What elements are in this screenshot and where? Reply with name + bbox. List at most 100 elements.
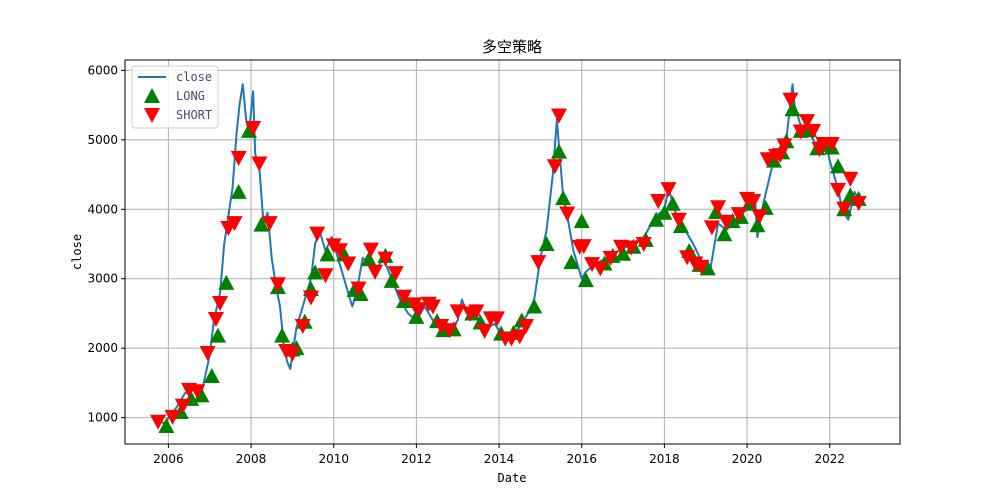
short-marker (842, 171, 859, 187)
short-marker (410, 302, 427, 318)
short-marker (751, 209, 768, 225)
short-marker (546, 159, 563, 175)
long-marker (360, 251, 377, 267)
short-marker (679, 250, 696, 266)
chart-title: 多空策略 (482, 38, 542, 56)
short-marker (174, 398, 191, 414)
x-axis-label: Date (498, 471, 527, 485)
long-marker (274, 327, 291, 343)
short-marker (693, 259, 710, 275)
y-tick-label: 5000 (87, 133, 118, 147)
short-marker (730, 207, 747, 223)
short-marker (251, 156, 268, 172)
short-marker (269, 277, 286, 293)
short-marker (745, 193, 762, 209)
y-tick-label: 2000 (87, 341, 118, 355)
y-tick-label: 3000 (87, 272, 118, 286)
long-marker (664, 195, 681, 211)
short-marker (433, 318, 450, 334)
short-marker (226, 216, 243, 232)
short-marker (799, 114, 815, 130)
short-signals (150, 92, 867, 430)
legend-long-swatch (144, 88, 160, 103)
x-tick-label: 2022 (814, 452, 845, 466)
long-marker (230, 183, 247, 199)
long-marker (352, 286, 369, 302)
long-marker (218, 274, 235, 290)
short-marker (660, 182, 677, 198)
legend-short-swatch (144, 108, 160, 123)
short-marker (823, 137, 840, 153)
long-marker (563, 254, 580, 270)
long-marker (648, 211, 665, 227)
short-marker (551, 108, 567, 124)
short-marker (207, 312, 224, 328)
short-marker (362, 242, 379, 258)
short-marker (530, 255, 547, 271)
short-marker (584, 257, 601, 273)
short-marker (710, 200, 727, 216)
short-marker (150, 414, 167, 430)
y-tick-label: 4000 (87, 202, 118, 216)
short-marker (367, 264, 384, 280)
long-marker (551, 143, 567, 159)
short-marker (303, 290, 319, 306)
long-marker (307, 264, 324, 280)
plot-area (125, 60, 900, 444)
short-marker (377, 251, 394, 267)
short-marker (776, 138, 793, 154)
long-marker (577, 272, 594, 288)
short-marker (782, 92, 799, 108)
y-axis-ticks: 1000 2000 3000 4000 5000 6000 (87, 63, 125, 425)
long-marker (319, 246, 336, 262)
x-tick-label: 2014 (484, 452, 515, 466)
short-marker (517, 318, 534, 334)
short-marker (602, 250, 619, 266)
short-marker (230, 150, 247, 166)
legend: close LONG SHORT (131, 65, 219, 129)
short-marker (635, 237, 652, 253)
long-marker (253, 216, 270, 232)
short-marker (424, 299, 441, 315)
long-marker (672, 217, 689, 233)
short-marker (449, 304, 466, 320)
long-marker (203, 367, 220, 383)
short-marker (592, 261, 609, 277)
short-marker (830, 182, 846, 198)
short-marker (792, 124, 809, 140)
short-marker (245, 121, 262, 137)
short-marker (284, 346, 301, 362)
long-marker (158, 417, 175, 433)
y-tick-label: 6000 (87, 63, 118, 77)
short-marker (350, 281, 367, 297)
short-marker (718, 214, 735, 230)
legend-short-label: SHORT (176, 108, 212, 122)
long-marker (573, 213, 590, 229)
x-tick-label: 2006 (153, 452, 184, 466)
x-tick-label: 2018 (649, 452, 680, 466)
x-tick-label: 2020 (732, 452, 763, 466)
legend-close-label: close (176, 70, 212, 84)
short-marker (340, 256, 357, 272)
long-marker (784, 101, 801, 117)
long-marker (555, 190, 572, 206)
short-marker (331, 243, 348, 259)
y-tick-label: 1000 (87, 411, 118, 425)
y-axis-label: close (70, 234, 84, 270)
short-marker (199, 346, 216, 362)
plot-frame (124, 59, 901, 445)
long-marker (526, 298, 543, 314)
x-tick-label: 2010 (318, 452, 349, 466)
short-marker (670, 212, 687, 228)
short-marker (489, 311, 505, 327)
short-marker (559, 206, 576, 222)
short-marker (850, 196, 867, 212)
short-marker (575, 239, 592, 255)
grid (125, 60, 900, 444)
long-marker (538, 236, 555, 252)
long-marker (383, 272, 400, 288)
long-marker (408, 308, 425, 324)
short-marker (189, 384, 206, 400)
x-tick-label: 2008 (236, 452, 267, 466)
long-marker (615, 245, 632, 261)
